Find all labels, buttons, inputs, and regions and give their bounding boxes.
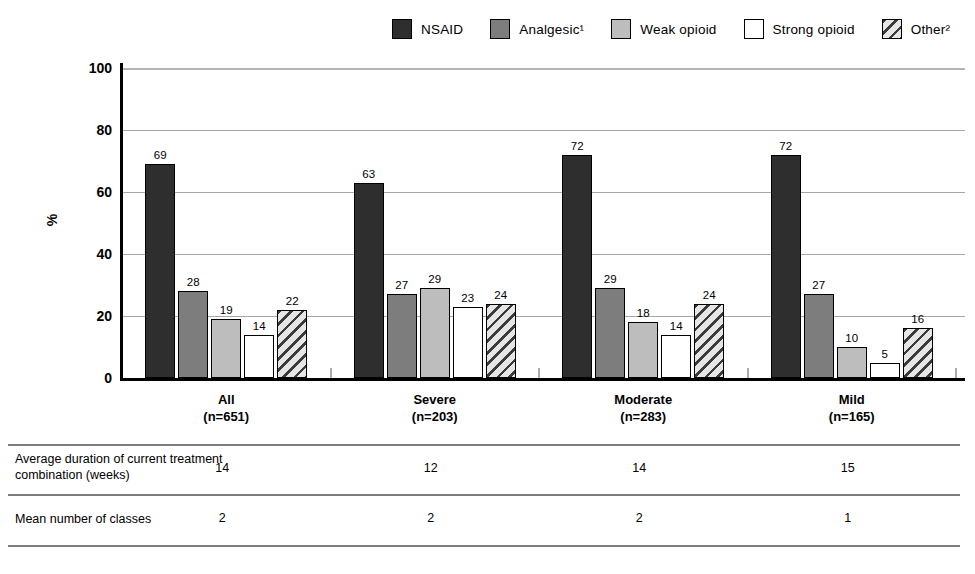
legend-label-strong_opioid: Strong opioid: [773, 22, 855, 37]
legend-label-weak_opioid: Weak opioid: [640, 22, 716, 37]
gridline-40: [122, 254, 965, 255]
y-tick-label-100: 100: [68, 60, 112, 76]
axis-boundary-tick-3: [747, 368, 749, 378]
bar-value-other-severe: 24: [476, 289, 526, 301]
table-cell-r2-c3: 2: [609, 511, 669, 525]
axis-boundary-tick-2: [538, 368, 540, 378]
bar-strong_opioid-all: [244, 335, 274, 378]
bar-strong_opioid-severe: [453, 307, 483, 378]
table-line-1: [8, 444, 960, 446]
bar-value-nsaid-severe: 63: [344, 168, 394, 180]
category-label-moderate: Moderate(n=283): [563, 391, 723, 425]
legend-item-analgesic: Analgesic¹: [490, 19, 584, 39]
bar-value-analgesic-mild: 27: [794, 279, 844, 291]
bar-nsaid-all: [145, 164, 175, 378]
category-name: Mild: [772, 391, 932, 408]
y-tick-label-80: 80: [68, 122, 112, 138]
legend-swatch-strong_opioid-icon: [744, 19, 764, 39]
category-name: Moderate: [563, 391, 723, 408]
category-label-all: All(n=651): [146, 391, 306, 425]
bar-analgesic-moderate: [595, 288, 625, 378]
legend-swatch-analgesic-icon: [490, 19, 510, 39]
legend-item-weak_opioid: Weak opioid: [611, 19, 716, 39]
legend-label-other: Other²: [911, 22, 950, 37]
legend-item-other: Other²: [882, 19, 950, 39]
legend-item-strong_opioid: Strong opioid: [744, 19, 855, 39]
gridline-20: [122, 316, 965, 317]
bar-value-weak_opioid-mild: 10: [827, 332, 877, 344]
legend-label-analgesic: Analgesic¹: [519, 22, 584, 37]
bar-other-severe: [486, 304, 516, 378]
bar-value-nsaid-moderate: 72: [552, 140, 602, 152]
bar-nsaid-moderate: [562, 155, 592, 378]
gridline-60: [122, 192, 965, 193]
table-cell-r2-c4: 1: [818, 511, 878, 525]
axis-boundary-tick-1: [330, 368, 332, 378]
bar-other-moderate: [694, 304, 724, 378]
bar-value-other-mild: 16: [893, 313, 943, 325]
bar-analgesic-severe: [387, 294, 417, 378]
plot-area: 692819142263272923247229181424722710516: [122, 68, 965, 378]
table-cell-r1-c3: 14: [609, 461, 669, 475]
bar-other-mild: [903, 328, 933, 378]
bar-strong_opioid-moderate: [661, 335, 691, 378]
category-n: (n=203): [355, 408, 515, 425]
category-n: (n=165): [772, 408, 932, 425]
bar-value-other-all: 22: [267, 295, 317, 307]
category-n: (n=283): [563, 408, 723, 425]
bar-value-analgesic-all: 28: [168, 276, 218, 288]
category-n: (n=651): [146, 408, 306, 425]
gridline-80: [122, 130, 965, 131]
table-cell-r1-c2: 12: [401, 461, 461, 475]
bar-value-analgesic-moderate: 29: [585, 273, 635, 285]
bar-value-nsaid-mild: 72: [761, 140, 811, 152]
table-line-2: [8, 494, 960, 496]
table-cell-r2-c2: 2: [401, 511, 461, 525]
table-line-3: [8, 545, 960, 547]
legend-swatch-other-icon: [882, 19, 902, 39]
y-axis-line: [120, 63, 123, 380]
bar-strong_opioid-mild: [870, 363, 900, 379]
y-tick-label-60: 60: [68, 184, 112, 200]
y-axis-title: %: [44, 214, 60, 226]
category-name: All: [146, 391, 306, 408]
y-tick-label-20: 20: [68, 308, 112, 324]
category-label-severe: Severe(n=203): [355, 391, 515, 425]
legend-swatch-weak_opioid-icon: [611, 19, 631, 39]
legend-item-nsaid: NSAID: [392, 19, 463, 39]
bar-other-all: [277, 310, 307, 378]
legend-label-nsaid: NSAID: [421, 22, 463, 37]
bar-value-other-moderate: 24: [684, 289, 734, 301]
axis-boundary-tick-4: [955, 368, 957, 378]
table-cell-r1-c1: 14: [192, 461, 252, 475]
bar-value-weak_opioid-moderate: 18: [618, 307, 668, 319]
y-tick-label-0: 0: [68, 370, 112, 386]
bar-value-weak_opioid-all: 19: [201, 304, 251, 316]
chart-legend: NSAID Analgesic¹ Weak opioid Strong opioid O…: [392, 19, 950, 39]
legend-swatch-nsaid-icon: [392, 19, 412, 39]
bar-value-nsaid-all: 69: [135, 149, 185, 161]
table-cell-r1-c4: 15: [818, 461, 878, 475]
gridline-100: [122, 68, 965, 70]
bar-nsaid-mild: [771, 155, 801, 378]
x-axis-line: [120, 378, 965, 382]
figure: NSAID Analgesic¹ Weak opioid Strong opioid O…: [0, 0, 975, 574]
category-label-mild: Mild(n=165): [772, 391, 932, 425]
bar-value-weak_opioid-severe: 29: [410, 273, 460, 285]
category-name: Severe: [355, 391, 515, 408]
y-tick-label-40: 40: [68, 246, 112, 262]
table-cell-r2-c1: 2: [192, 511, 252, 525]
